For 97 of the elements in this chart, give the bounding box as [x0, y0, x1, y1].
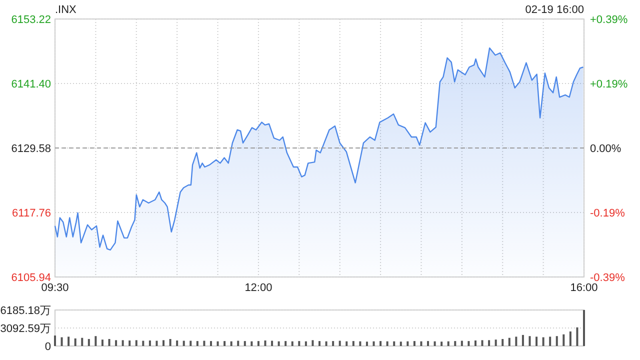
y2-tick-label: +0.39%: [590, 14, 628, 26]
bar: [346, 341, 348, 346]
bar: [108, 339, 110, 346]
text: 02-19 16:00: [525, 4, 584, 16]
bar: [196, 341, 198, 346]
y-tick-label: 6141.40: [11, 78, 51, 90]
bar: [312, 340, 314, 346]
bar: [508, 338, 510, 346]
y2-tick-label: +0.19%: [590, 78, 628, 90]
bar: [549, 336, 552, 346]
bar: [447, 341, 450, 346]
bar: [440, 342, 443, 346]
bar: [515, 336, 518, 346]
bar: [237, 340, 240, 346]
bar: [74, 338, 76, 346]
bar: [413, 341, 416, 346]
bar: [420, 341, 422, 346]
y-tick-label: 6105.94: [11, 272, 51, 284]
bar: [142, 340, 144, 346]
bar: [203, 340, 206, 346]
bar: [257, 341, 260, 346]
bar: [216, 341, 219, 346]
bar: [562, 334, 565, 346]
bar: [244, 341, 246, 346]
bar: [427, 341, 430, 346]
bar: [434, 341, 436, 346]
bar: [88, 339, 90, 346]
bar: [468, 341, 470, 346]
bar: [536, 336, 538, 346]
bar: [386, 341, 388, 346]
bar: [81, 338, 84, 346]
bar: [210, 341, 212, 346]
y-tick-label: 6153.22: [11, 14, 51, 26]
bar: [128, 340, 131, 346]
bar: [94, 336, 97, 346]
y2-tick-label: -0.39%: [590, 272, 626, 284]
bar: [115, 340, 118, 346]
y-tick-label: 3092.59万: [0, 323, 51, 335]
bar: [522, 334, 524, 346]
bar: [502, 339, 504, 346]
y-tick-label: 0: [44, 341, 51, 353]
bar: [380, 341, 382, 346]
bar: [556, 336, 558, 346]
bar: [190, 340, 192, 346]
bar: [325, 341, 328, 346]
x-tick-label: 12:00: [244, 282, 272, 294]
y2-tick-label: 0.00%: [590, 143, 622, 155]
bar: [528, 336, 531, 346]
bar: [169, 339, 172, 346]
y-tick-label: 6129.58: [11, 143, 51, 155]
bar: [569, 331, 572, 346]
bar: [460, 340, 463, 346]
y-tick-label: 6117.76: [12, 208, 51, 220]
x-tick-label: 16:00: [570, 282, 598, 294]
bar: [393, 341, 396, 346]
bar: [494, 340, 497, 346]
bar: [224, 341, 226, 346]
bar: [318, 341, 320, 346]
bar: [406, 341, 409, 346]
y2-tick-label: -0.19%: [590, 208, 626, 220]
bar: [264, 340, 266, 346]
bar: [338, 340, 341, 346]
bar: [68, 336, 70, 346]
bar: [101, 340, 104, 346]
chart-title: .INX: [55, 4, 78, 16]
bar: [122, 340, 124, 346]
bar: [474, 340, 476, 346]
y-tick-label: 6185.18万: [0, 305, 51, 317]
bar: [156, 340, 158, 346]
bar: [60, 337, 63, 346]
bar: [352, 341, 354, 346]
bar: [291, 341, 294, 346]
bar: [135, 340, 138, 346]
bar: [278, 341, 280, 346]
bar: [284, 341, 287, 346]
bar: [176, 340, 178, 346]
x-tick-label: 09:30: [41, 282, 69, 294]
bar: [271, 340, 274, 346]
bar: [583, 310, 585, 346]
bar: [182, 340, 185, 346]
bar: [481, 340, 484, 346]
bar: [298, 341, 300, 346]
bar: [250, 341, 253, 346]
bar: [359, 341, 362, 346]
bar: [372, 341, 375, 346]
bar: [366, 342, 368, 346]
bar: [576, 327, 578, 346]
bar: [400, 342, 402, 346]
bar: [162, 340, 165, 346]
bar: [230, 341, 232, 346]
bar: [148, 340, 151, 346]
bar: [488, 340, 490, 346]
bar: [454, 341, 456, 346]
bar: [542, 337, 544, 346]
bar: [304, 341, 307, 346]
bar: [332, 341, 334, 346]
bar: [54, 336, 56, 346]
